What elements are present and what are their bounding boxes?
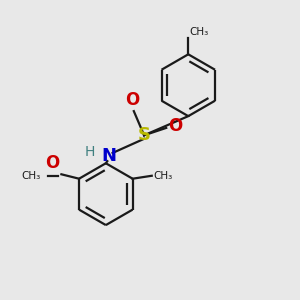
Text: O: O <box>45 154 59 172</box>
Text: CH₃: CH₃ <box>22 171 41 181</box>
Text: O: O <box>169 117 183 135</box>
Text: N: N <box>101 147 116 165</box>
Text: CH₃: CH₃ <box>153 171 172 181</box>
Text: O: O <box>125 91 140 109</box>
Text: CH₃: CH₃ <box>190 27 209 37</box>
Text: H: H <box>85 146 95 159</box>
Text: S: S <box>138 126 151 144</box>
